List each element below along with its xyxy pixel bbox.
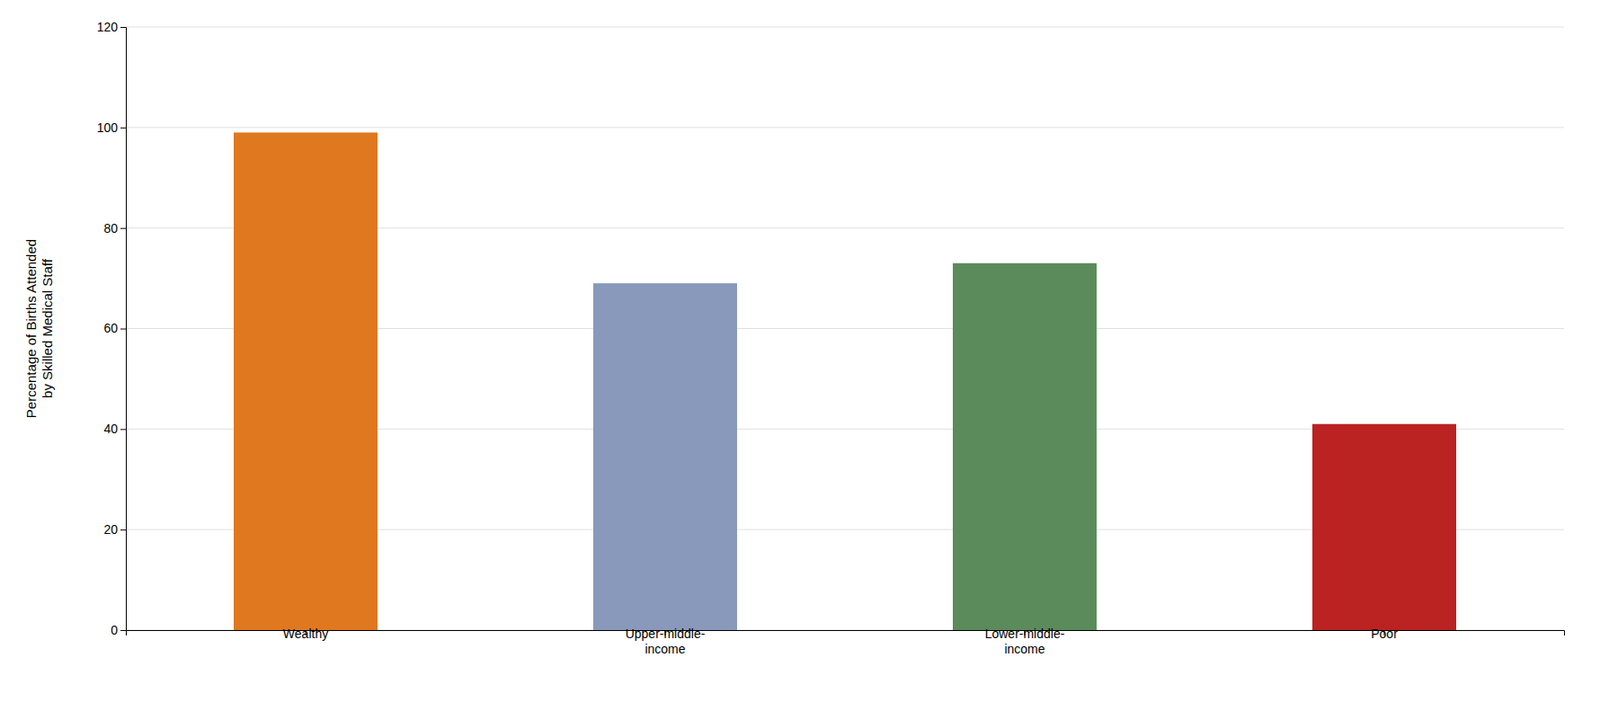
y-tick-label: 0 bbox=[110, 622, 118, 638]
y-tick-mark bbox=[120, 630, 126, 632]
grid-line bbox=[125, 26, 1565, 28]
bar bbox=[1312, 424, 1457, 631]
grid-line bbox=[125, 126, 1565, 128]
y-tick: 0 bbox=[110, 622, 126, 638]
x-tick-label-line: income bbox=[1004, 641, 1045, 657]
grid bbox=[125, 26, 1565, 631]
x-tick-label-line: Upper-middle- bbox=[625, 626, 706, 641]
bar bbox=[593, 283, 738, 631]
bars bbox=[233, 132, 1457, 631]
y-tick-mark bbox=[120, 127, 126, 129]
y-tick: 20 bbox=[103, 522, 126, 537]
y-tick: 60 bbox=[103, 320, 126, 336]
bar bbox=[233, 132, 378, 631]
y-tick-label: 100 bbox=[97, 120, 119, 135]
x-tick: Wealthy bbox=[283, 626, 329, 641]
y-tick-label: 40 bbox=[103, 421, 118, 436]
y-tick-mark bbox=[120, 428, 126, 430]
y-axis-line bbox=[120, 27, 127, 632]
y-tick-label: 20 bbox=[103, 522, 118, 537]
x-tick-label-line: income bbox=[644, 641, 685, 657]
y-axis-title-line: Percentage of Births Attended bbox=[23, 239, 39, 418]
y-tick-label: 80 bbox=[103, 221, 118, 236]
x-tick-label: Lower-middle-income bbox=[985, 626, 1066, 657]
x-tick: Lower-middle-income bbox=[985, 626, 1066, 657]
x-axis-line bbox=[126, 631, 1565, 637]
x-tick: Poor bbox=[1370, 626, 1398, 641]
x-tick-label-line: Lower-middle- bbox=[985, 626, 1066, 641]
y-axis: 0 20 40 60 80 100 120 bbox=[97, 19, 127, 638]
x-tick-label: Upper-middle-income bbox=[625, 626, 706, 657]
bar bbox=[952, 263, 1097, 631]
y-tick-mark bbox=[120, 328, 126, 330]
x-tick-label-line: Wealthy bbox=[283, 626, 329, 641]
x-tick-label-line: Poor bbox=[1370, 626, 1398, 641]
y-tick-label: 60 bbox=[103, 320, 118, 336]
y-tick: 120 bbox=[97, 19, 126, 35]
y-tick-label: 120 bbox=[97, 19, 119, 35]
x-axis: WealthyUpper-middle-incomeLower-middle-i… bbox=[126, 626, 1565, 657]
y-tick: 80 bbox=[103, 221, 126, 236]
y-axis-title-line: by Skilled Medical Staff bbox=[39, 257, 55, 399]
y-tick-mark bbox=[120, 529, 126, 531]
y-tick: 40 bbox=[103, 421, 126, 436]
x-tick: Upper-middle-income bbox=[625, 626, 706, 657]
y-axis-title: Percentage of Births Attendedby Skilled … bbox=[23, 239, 55, 418]
x-tick-label: Wealthy bbox=[283, 626, 329, 641]
y-tick: 100 bbox=[97, 120, 126, 135]
x-tick-label: Poor bbox=[1370, 626, 1398, 641]
chart: 0 20 40 60 80 100 120 Wealthy Upper-middle-incom… bbox=[0, 0, 1600, 702]
y-tick-mark bbox=[120, 228, 126, 230]
y-tick-mark bbox=[120, 26, 126, 28]
